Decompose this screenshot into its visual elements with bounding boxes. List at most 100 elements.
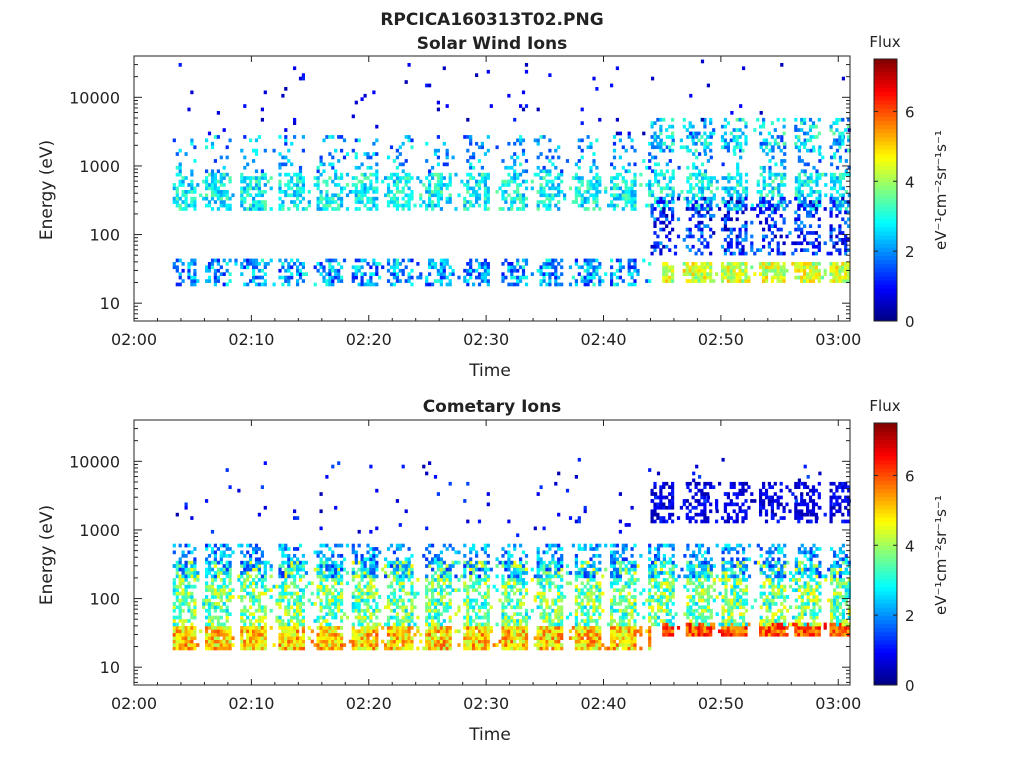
heatmap-cell <box>410 636 414 640</box>
heatmap-cell <box>806 622 810 627</box>
heatmap-cell <box>510 268 514 273</box>
heatmap-cell <box>260 643 264 647</box>
heatmap-cell <box>263 646 267 651</box>
heatmap-cell <box>187 571 191 575</box>
heatmap-cell <box>841 76 845 81</box>
heatmap-cell <box>334 169 338 174</box>
heatmap-cell <box>633 200 637 204</box>
heatmap-cell <box>331 608 335 613</box>
heatmap-cell <box>345 183 350 187</box>
heatmap-cell <box>354 615 358 620</box>
heatmap-cell <box>263 612 267 616</box>
heatmap-cell <box>325 183 329 187</box>
heatmap-cell <box>439 275 443 280</box>
heatmap-cell <box>398 190 402 194</box>
heatmap-cell <box>586 265 590 270</box>
heatmap-cell <box>648 279 652 283</box>
heatmap-cell <box>833 196 837 201</box>
heatmap-cell <box>671 148 675 153</box>
heatmap-cell <box>249 560 253 565</box>
heatmap-cell <box>398 626 402 630</box>
heatmap-cell <box>727 190 731 194</box>
heatmap-cell <box>776 262 780 266</box>
colorbar-swatch <box>874 165 897 171</box>
heatmap-cell <box>685 626 689 630</box>
heatmap-cell <box>316 200 320 204</box>
heatmap-cell <box>260 619 264 623</box>
heatmap-cell <box>228 207 232 211</box>
heatmap-cell <box>181 622 185 627</box>
heatmap-cell <box>486 643 490 647</box>
heatmap-cell <box>524 643 529 647</box>
heatmap-cell <box>785 234 789 239</box>
heatmap-cell <box>680 190 684 194</box>
heatmap-cell <box>685 262 689 266</box>
heatmap-cell <box>521 169 526 174</box>
heatmap-cell <box>433 265 438 270</box>
heatmap-cell <box>290 564 294 568</box>
heatmap-cell <box>207 203 212 208</box>
heatmap-cell <box>219 643 223 647</box>
heatmap-cell <box>762 117 766 122</box>
heatmap-cell <box>445 148 449 153</box>
heatmap-cell <box>726 217 730 222</box>
x-tick-label: 02:40 <box>580 330 626 349</box>
heatmap-cell <box>439 632 443 637</box>
heatmap-cell <box>348 190 352 194</box>
heatmap-cell <box>395 179 399 184</box>
heatmap-cell <box>384 176 388 180</box>
heatmap-cell <box>298 595 303 599</box>
heatmap-cell <box>571 275 575 280</box>
heatmap-cell <box>618 643 622 647</box>
heatmap-cell <box>697 622 701 627</box>
heatmap-cell <box>645 183 649 187</box>
heatmap-cell <box>310 629 314 634</box>
heatmap-cell <box>773 629 777 634</box>
heatmap-cell <box>838 224 842 228</box>
heatmap-cell <box>665 632 669 637</box>
heatmap-cell <box>260 581 264 586</box>
heatmap-cell <box>738 135 742 139</box>
heatmap-cell <box>712 193 716 198</box>
heatmap-cell <box>401 574 405 579</box>
heatmap-cell <box>252 578 256 582</box>
heatmap-cell <box>592 275 596 280</box>
heatmap-cell <box>404 179 408 184</box>
heatmap-cell <box>249 595 253 599</box>
heatmap-cell <box>337 639 341 644</box>
heatmap-cell <box>219 196 223 201</box>
heatmap-cell <box>817 234 821 239</box>
heatmap-cell <box>847 135 851 139</box>
heatmap-cell <box>507 639 511 644</box>
heatmap-cell <box>592 162 596 167</box>
heatmap-cell <box>797 207 801 211</box>
heatmap-cell <box>366 584 370 589</box>
heatmap-cell <box>521 636 526 640</box>
heatmap-cell <box>709 251 713 256</box>
heatmap-cell <box>833 155 837 160</box>
heatmap-cell <box>768 141 772 146</box>
heatmap-cell <box>480 643 484 647</box>
heatmap-cell <box>574 626 578 630</box>
heatmap-cell <box>410 145 414 150</box>
heatmap-cell <box>193 145 197 150</box>
heatmap-cell <box>175 636 179 640</box>
heatmap-cell <box>780 135 784 139</box>
heatmap-cell <box>592 639 596 644</box>
heatmap-cell <box>835 121 839 125</box>
heatmap-cell <box>325 203 329 208</box>
heatmap-cell <box>281 639 285 644</box>
heatmap-cell <box>726 272 730 276</box>
heatmap-cell <box>281 588 285 592</box>
heatmap-cell <box>686 165 690 170</box>
heatmap-cell <box>477 145 482 150</box>
heatmap-cell <box>700 135 704 139</box>
heatmap-cell <box>539 193 543 198</box>
heatmap-cell <box>659 138 663 143</box>
heatmap-cell <box>296 258 300 263</box>
heatmap-cell <box>254 608 259 613</box>
heatmap-cell <box>700 176 705 180</box>
heatmap-cell <box>835 279 839 283</box>
heatmap-cell <box>193 598 197 603</box>
heatmap-cell <box>296 619 300 623</box>
